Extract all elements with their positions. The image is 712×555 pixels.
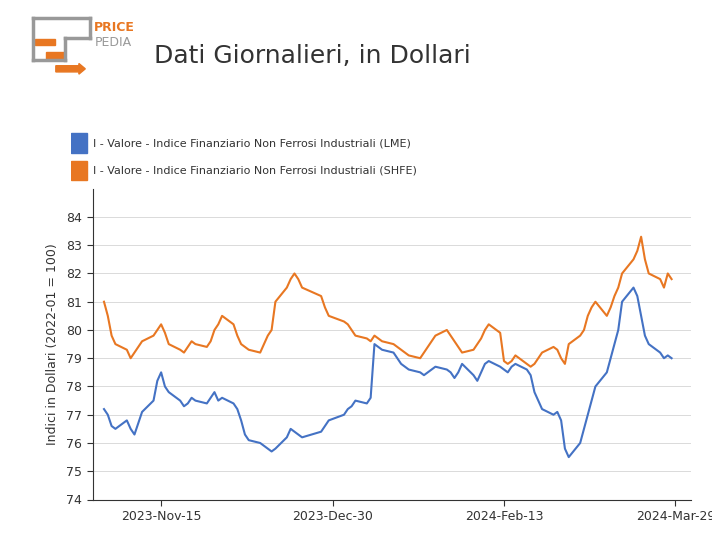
FancyArrow shape <box>46 52 65 59</box>
Text: I - Valore - Indice Finanziario Non Ferrosi Industriali (LME): I - Valore - Indice Finanziario Non Ferr… <box>93 138 411 148</box>
Text: Dati Giornalieri, in Dollari: Dati Giornalieri, in Dollari <box>154 43 470 68</box>
Bar <box>71 133 87 153</box>
Y-axis label: Indici in Dollari (2022-01 = 100): Indici in Dollari (2022-01 = 100) <box>46 243 59 445</box>
Text: PEDIA: PEDIA <box>94 36 132 49</box>
Text: I - Valore - Indice Finanziario Non Ferrosi Industriali (SHFE): I - Valore - Indice Finanziario Non Ferr… <box>93 166 417 176</box>
Bar <box>71 161 87 180</box>
FancyArrow shape <box>56 63 85 74</box>
Text: PRICE: PRICE <box>94 21 135 34</box>
FancyArrow shape <box>36 39 55 46</box>
